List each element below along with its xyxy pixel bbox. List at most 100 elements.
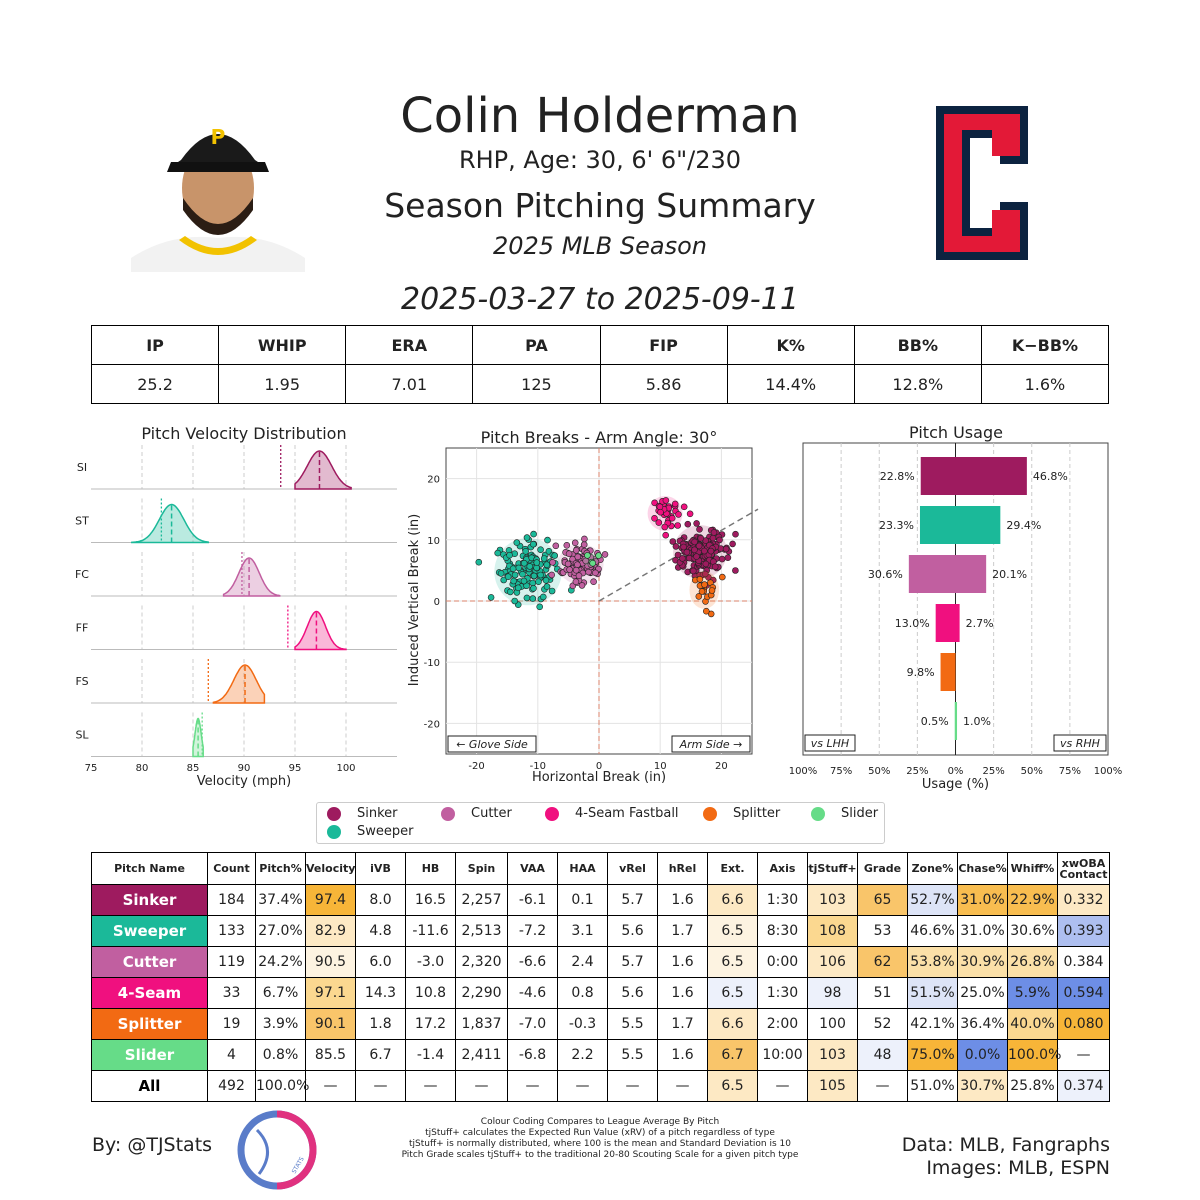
pitch-table-cell: 52.7% <box>907 884 958 916</box>
pitch-table-cell: 5.9% <box>1007 977 1058 1009</box>
legend-item: Cutter <box>441 806 512 821</box>
pitch-point <box>578 582 586 589</box>
density-curve <box>294 610 347 651</box>
stats-header: BB% <box>853 325 982 365</box>
pitch-table-row: Splitter 19 3.9% 90.1 1.8 17.2 1,837 -7.0 -0.3 5.… <box>91 1008 1110 1040</box>
pitch-point <box>696 576 704 583</box>
stats-header: IP <box>90 325 220 365</box>
pitch-point <box>657 508 664 516</box>
pitch-table-cell: 2,257 <box>455 884 508 916</box>
pitch-table-cell: 90.1 <box>305 1008 356 1040</box>
pitch-point <box>701 570 709 578</box>
legend-label: Splitter <box>733 806 781 821</box>
pitch-table-cell: 0.080 <box>1057 1008 1110 1040</box>
x-tick-label: 85 <box>187 763 200 774</box>
stats-header: K% <box>726 325 855 365</box>
pitch-point <box>571 539 579 547</box>
pitch-table-cell: — <box>1057 1039 1110 1071</box>
pitch-table-cell: 100.0% <box>1007 1039 1061 1071</box>
pitch-metrics-table: Pitch Name Count Pitch% Velocity iVB HB Spin VA… <box>91 852 1110 1102</box>
pitch-table-cell: -6.8 <box>507 1039 558 1071</box>
x-tick-label: 100% <box>1094 766 1123 777</box>
pitch-table-cell: 5.6 <box>607 977 658 1009</box>
pitch-table-cell: 6.7% <box>255 977 306 1009</box>
pitch-table-cell: 6.6 <box>707 884 758 916</box>
velocity-row: ST <box>75 498 397 544</box>
footer-note-line: Colour Coding Compares to League Average… <box>480 1117 720 1127</box>
pitch-table-cell: 103 <box>807 884 858 916</box>
pitch-table-cell: 1.7 <box>657 915 708 947</box>
pitch-table-cell: 0.384 <box>1057 946 1110 978</box>
pitch-point <box>537 571 544 579</box>
pitch-table-cell: 133 <box>207 915 256 947</box>
usage-bar-lhh <box>954 702 956 740</box>
pitch-table-cell: 4 <box>207 1039 256 1071</box>
pitch-table-cell: 106 <box>807 946 858 978</box>
pitch-table-header-cell: iVB <box>355 852 406 885</box>
pitch-point <box>563 542 571 549</box>
stats-header: PA <box>472 325 601 365</box>
pitch-table-cell: 2.4 <box>557 946 608 978</box>
legend-swatch <box>703 806 717 821</box>
pitch-point <box>707 610 715 618</box>
pitch-table-cell: 1.6 <box>657 884 708 916</box>
label-box <box>671 735 751 753</box>
pitch-table-cell: -3.0 <box>405 946 456 978</box>
pitch-point <box>580 541 588 548</box>
row-label: FS <box>75 675 88 688</box>
pitch-table-cell: 2,513 <box>455 915 508 947</box>
pitch-point <box>540 593 547 601</box>
legend-label: Slider <box>841 806 879 821</box>
stats-value: 25.2 <box>90 364 220 404</box>
pitch-table-cell: 108 <box>807 915 858 947</box>
x-tick-label: 100 <box>336 763 355 774</box>
pitch-point <box>592 569 599 577</box>
pitch-table-cell: 6.6 <box>707 1008 758 1040</box>
pitch-table-cell: 30.9% <box>957 946 1008 978</box>
pitch-table-cell: 492 <box>207 1070 256 1102</box>
x-tick-label: 0 <box>596 761 602 772</box>
legend-swatch <box>327 824 341 839</box>
x-tick-label: -10 <box>530 761 546 772</box>
pitch-table-cell: 0:00 <box>757 946 808 978</box>
pitch-point <box>513 539 521 546</box>
pitch-table-cell: — <box>757 1070 808 1102</box>
pitch-point <box>590 578 597 585</box>
density-curve <box>131 503 210 544</box>
pitch-table-cell: 1.8 <box>355 1008 406 1040</box>
pitch-point <box>729 540 736 548</box>
pitch-point <box>716 536 723 544</box>
pitch-point <box>695 542 703 550</box>
pitch-table-cell: 0.594 <box>1057 977 1110 1009</box>
usage-label-lhh: 13.0% <box>895 617 930 630</box>
pitch-point <box>565 550 573 557</box>
x-axis-label: Usage (%) <box>922 777 989 792</box>
pitch-table-cell: -6.1 <box>507 884 558 916</box>
pitch-table-cell: 51 <box>857 977 908 1009</box>
pitch-table-cell: 31.0% <box>957 915 1008 947</box>
x-axis-label: Velocity (mph) <box>197 774 291 789</box>
x-tick-label: -20 <box>468 761 484 772</box>
pitch-table-cell: 0.332 <box>1057 884 1110 916</box>
pitch-point <box>536 603 543 611</box>
pitch-point <box>698 588 706 595</box>
pitch-table-cell: 1:30 <box>757 977 808 1009</box>
pitch-point <box>668 514 676 522</box>
y-tick-label: -20 <box>424 719 440 730</box>
pitch-table-cell: 16.5 <box>405 884 456 916</box>
pitch-point <box>552 542 560 550</box>
x-tick-label: 95 <box>289 763 302 774</box>
pitch-point <box>656 503 664 511</box>
pitch-point <box>708 587 716 594</box>
source-credits: Data: MLB, Fangraphs Images: MLB, ESPN <box>860 1134 1110 1180</box>
pitch-table-cell: -6.6 <box>507 946 558 978</box>
pitch-point <box>497 570 505 577</box>
label-box <box>804 734 856 752</box>
usage-row: 22.8% 46.8% <box>880 457 1068 495</box>
pitch-table-header-cell: Pitch Name <box>91 852 208 885</box>
pitch-break-chart: Pitch Breaks - Arm Angle: 30° -20 -10 0 10 20… <box>407 428 759 785</box>
usage-label-rhh: 1.0% <box>963 715 991 728</box>
legend-label: Sinker <box>357 806 398 821</box>
pitch-point <box>655 519 663 526</box>
legend-label: Cutter <box>471 806 512 821</box>
